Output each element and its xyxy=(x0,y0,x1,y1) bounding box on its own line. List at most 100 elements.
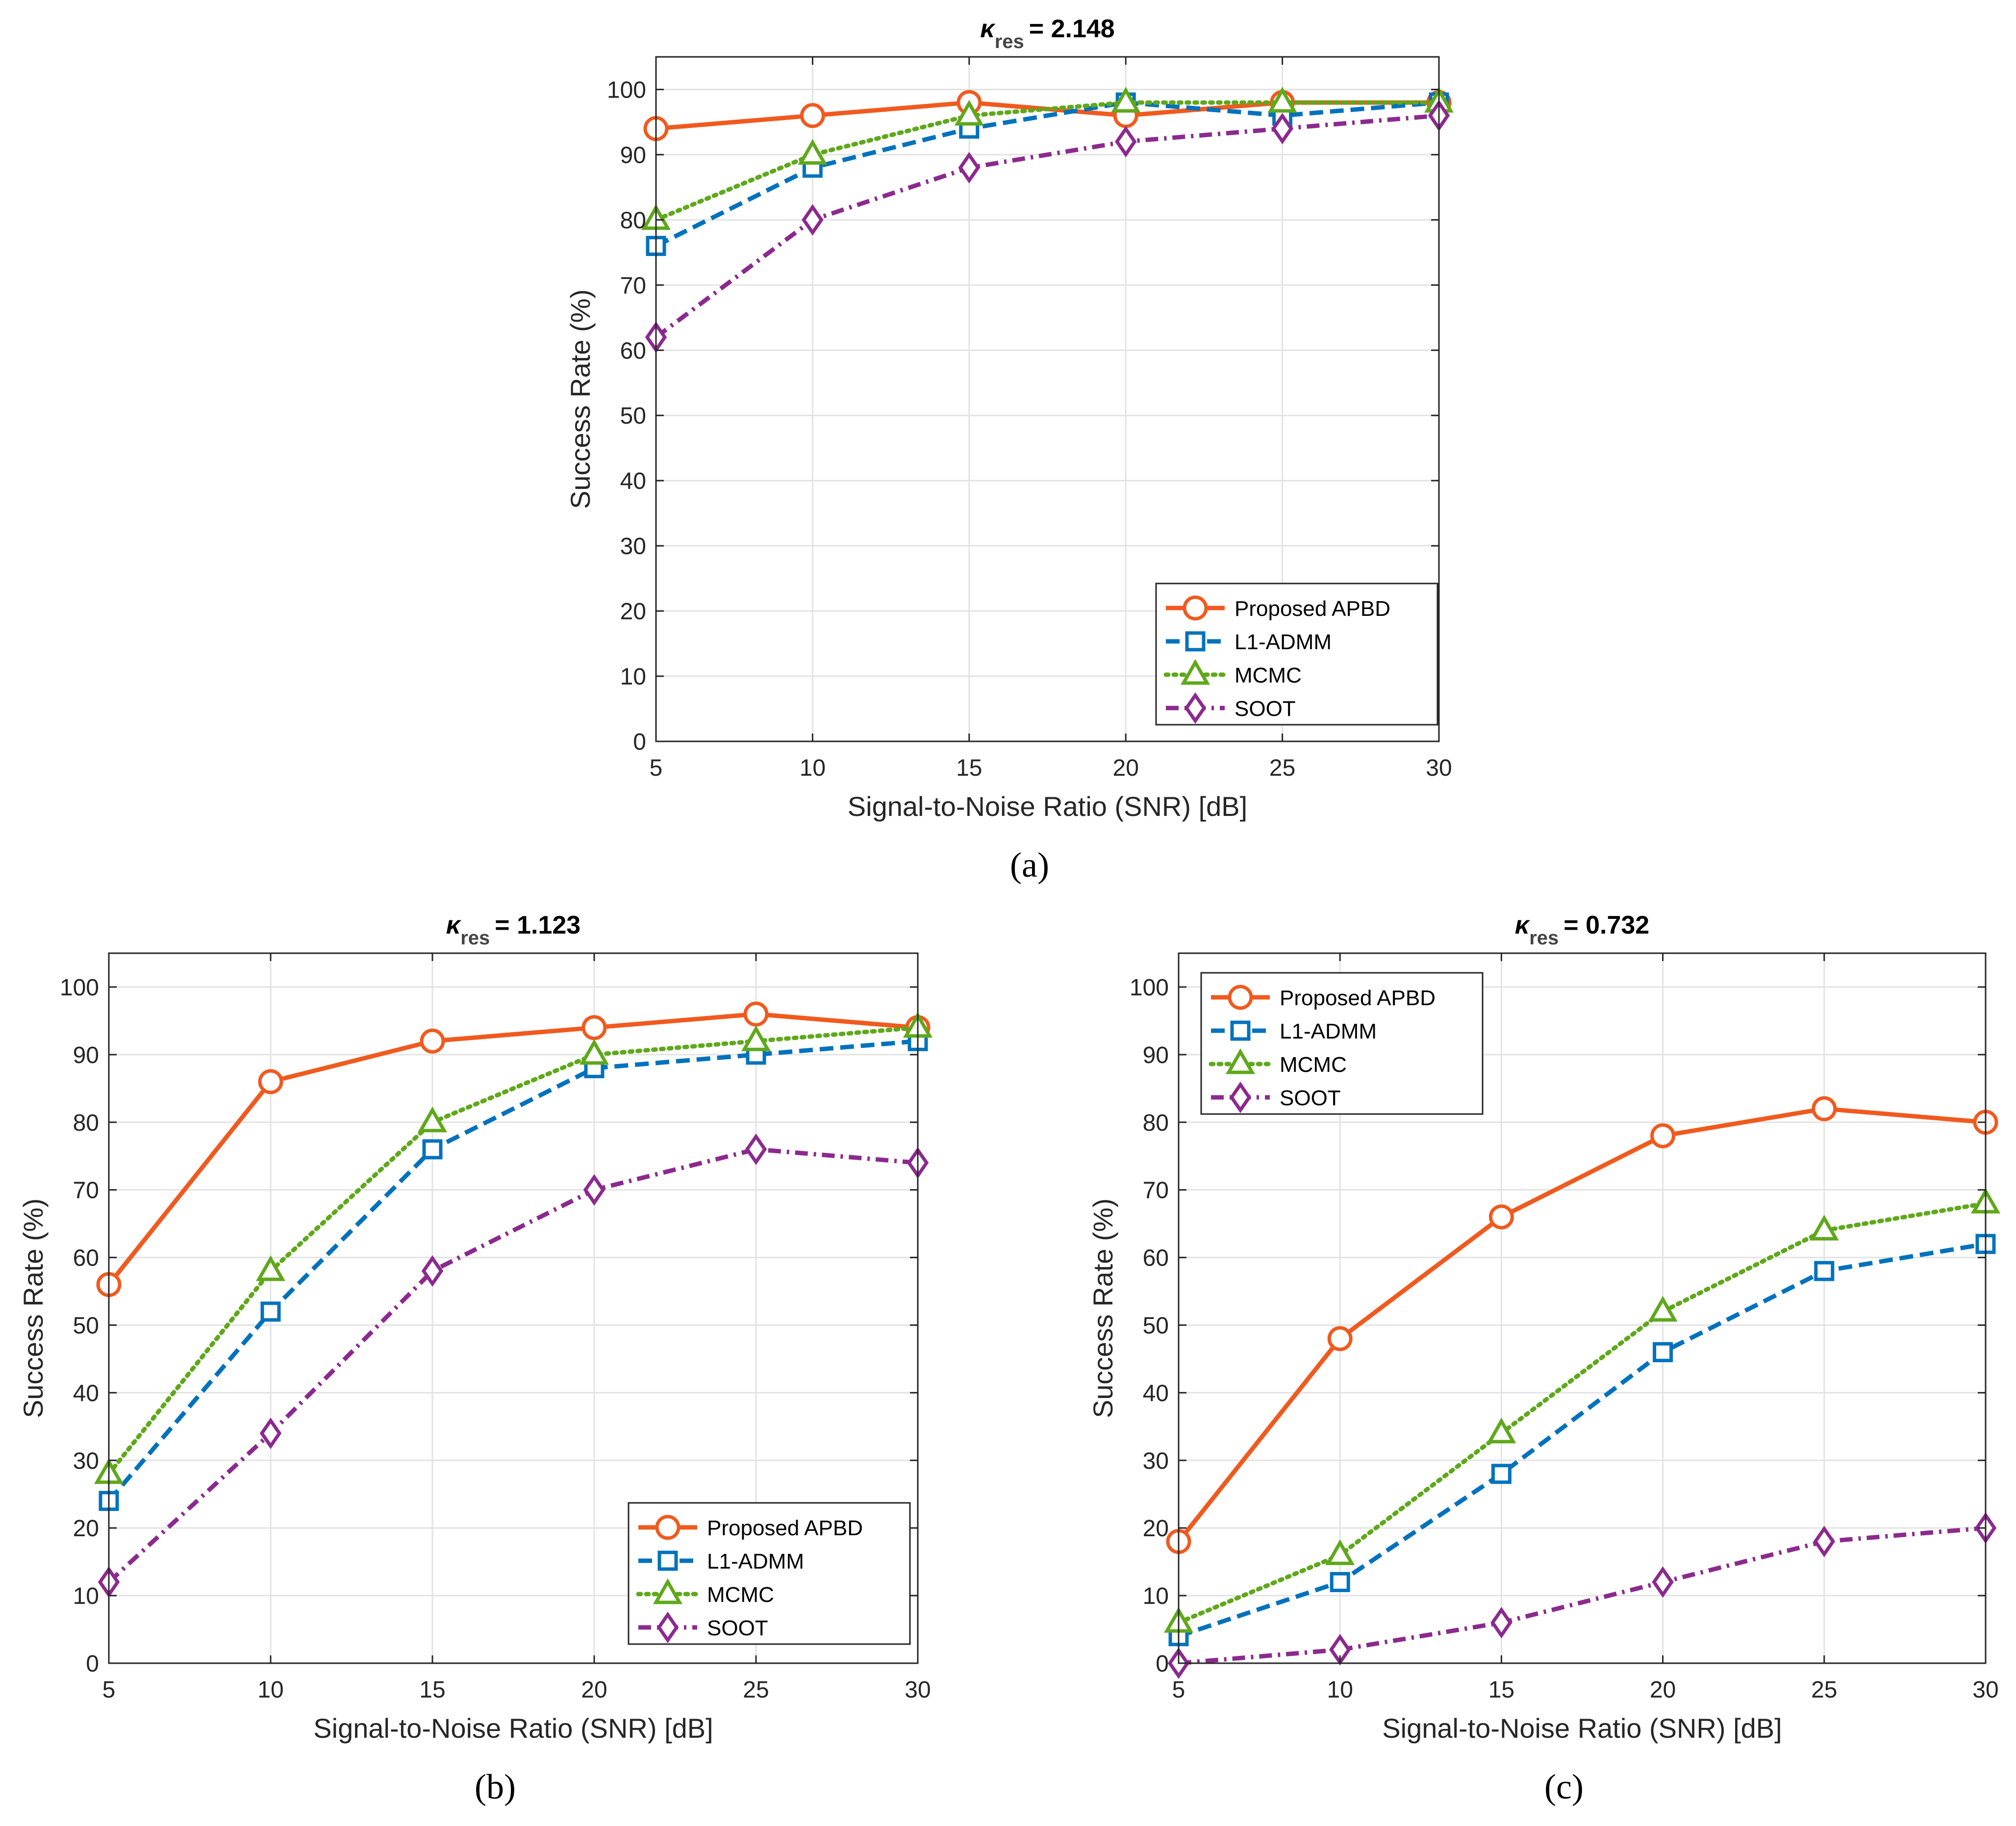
y-axis-label: Success Rate (%) xyxy=(18,1198,49,1418)
series-soot xyxy=(645,100,1450,353)
x-tick-label: 30 xyxy=(1972,1677,1998,1703)
y-tick-label: 50 xyxy=(620,403,646,429)
data-point xyxy=(417,1106,448,1133)
data-point xyxy=(1488,1204,1514,1230)
x-tick-label: 25 xyxy=(1269,755,1295,781)
y-tick-label: 30 xyxy=(73,1448,99,1474)
data-point xyxy=(1330,1572,1350,1593)
chart-title: κres = 0.732 xyxy=(1515,911,1649,949)
data-point xyxy=(800,103,825,128)
data-point xyxy=(1490,1607,1512,1639)
y-tick-label: 100 xyxy=(60,975,99,1001)
legend-marker xyxy=(1225,1048,1256,1074)
x-axis-label: Signal-to-Noise Ratio (SNR) [dB] xyxy=(1382,1713,1782,1744)
legend-marker xyxy=(1184,692,1207,724)
chart-panel-c: 5 10 15 20 25 30 0 10 20 30 40 50 60 70 80 90 100 Signal-… xyxy=(1087,911,2001,1744)
legend-entry: MCMC xyxy=(707,1583,774,1607)
legend-marker xyxy=(1183,595,1208,621)
legend: Proposed APBD L1-ADMM MCMC SOOT xyxy=(1200,972,1484,1115)
y-tick-label: 50 xyxy=(73,1313,99,1339)
y-axis-label: Success Rate (%) xyxy=(1087,1198,1118,1418)
title-value: = 0.732 xyxy=(1563,911,1649,939)
data-point xyxy=(743,1001,769,1027)
y-tick-label: 90 xyxy=(73,1042,99,1068)
legend-marker xyxy=(653,1578,683,1604)
panel-caption: (b) xyxy=(475,1767,516,1806)
y-tick-label: 100 xyxy=(607,77,646,103)
series-line xyxy=(107,1012,918,1286)
y-tick-label: 30 xyxy=(620,533,646,559)
y-tick-label: 80 xyxy=(1143,1110,1169,1136)
data-point xyxy=(954,100,984,126)
tick-labels: 5 10 15 20 25 30 0 10 20 30 40 50 60 70 80 90 100 xyxy=(60,953,931,1703)
x-axis-label: Signal-to-Noise Ratio (SNR) [dB] xyxy=(313,1713,713,1744)
data-point xyxy=(1650,1123,1676,1148)
legend-entry: L1-ADMM xyxy=(1280,1019,1377,1043)
title-kappa: κ xyxy=(1515,911,1531,939)
data-point xyxy=(1267,87,1297,113)
x-tick-label: 25 xyxy=(743,1677,769,1703)
y-tick-label: 30 xyxy=(1143,1448,1169,1474)
tick-labels: 5 10 15 20 25 30 0 10 20 30 40 50 60 70 80 90 100 xyxy=(1130,953,1999,1703)
data-point xyxy=(1111,87,1141,113)
x-tick-label: 5 xyxy=(102,1677,116,1703)
legend-entry: SOOT xyxy=(707,1616,768,1640)
data-point xyxy=(579,1039,609,1065)
y-axis-label: Success Rate (%) xyxy=(565,289,596,509)
title-value: = 1.123 xyxy=(495,911,580,939)
legend: Proposed APBD L1-ADMM MCMC SOOT xyxy=(628,1502,911,1645)
y-tick-label: 70 xyxy=(73,1178,99,1204)
data-point xyxy=(422,1139,443,1160)
title-value: = 2.148 xyxy=(1029,15,1115,43)
data-point xyxy=(1487,1418,1516,1444)
y-tick-label: 0 xyxy=(633,729,646,755)
data-point xyxy=(1271,113,1293,145)
tick-labels: 5 10 15 20 25 30 0 10 20 30 40 50 60 70 80 90 100 xyxy=(607,57,1452,781)
legend-marker xyxy=(1185,631,1206,652)
series-soot xyxy=(1167,1512,1997,1679)
y-tick-label: 40 xyxy=(1143,1380,1169,1406)
data-point xyxy=(1812,1096,1837,1121)
data-point xyxy=(802,204,824,236)
legend-marker xyxy=(656,1611,679,1644)
y-tick-label: 60 xyxy=(1143,1245,1169,1271)
y-tick-label: 70 xyxy=(1143,1178,1169,1204)
data-point xyxy=(421,1255,444,1287)
legend-entry: MCMC xyxy=(1280,1053,1347,1077)
x-tick-label: 30 xyxy=(1426,755,1452,781)
y-tick-label: 40 xyxy=(620,468,646,494)
chart-title: κres = 2.148 xyxy=(980,15,1114,52)
legend-marker xyxy=(1180,659,1210,685)
data-point xyxy=(1325,1539,1355,1565)
y-tick-label: 10 xyxy=(620,664,646,690)
legend-entry: Proposed APBD xyxy=(1235,597,1390,621)
legend-marker xyxy=(1230,1020,1251,1041)
chart-panel-b: 5 10 15 20 25 30 0 10 20 30 40 50 60 70 80 90 100 Signal-… xyxy=(18,911,933,1744)
data-point xyxy=(255,1255,286,1281)
data-point xyxy=(958,152,981,184)
data-point xyxy=(1653,1342,1673,1363)
legend-marker xyxy=(657,1550,678,1571)
legend-marker xyxy=(1228,985,1253,1010)
data-point xyxy=(1813,1525,1836,1557)
legend-entry: L1-ADMM xyxy=(1235,630,1332,654)
title-subscript: res xyxy=(1529,927,1559,949)
data-point xyxy=(258,1069,283,1094)
x-tick-label: 30 xyxy=(905,1677,931,1703)
x-axis-label: Signal-to-Noise Ratio (SNR) [dB] xyxy=(848,791,1247,822)
title-subscript: res xyxy=(995,31,1024,52)
legend-marker xyxy=(1229,1081,1252,1114)
series-line xyxy=(655,100,1439,248)
y-tick-label: 90 xyxy=(1143,1042,1169,1068)
series-line xyxy=(1176,1201,1988,1625)
y-tick-label: 90 xyxy=(620,142,646,168)
legend-entry: SOOT xyxy=(1235,697,1296,721)
series-line xyxy=(1177,1106,1986,1543)
y-tick-label: 50 xyxy=(1143,1313,1169,1339)
data-point xyxy=(745,1133,767,1166)
axes-frame xyxy=(655,56,1440,742)
chart-title: κres = 1.123 xyxy=(446,911,580,949)
data-point xyxy=(798,139,828,165)
y-tick-label: 0 xyxy=(1156,1651,1169,1677)
